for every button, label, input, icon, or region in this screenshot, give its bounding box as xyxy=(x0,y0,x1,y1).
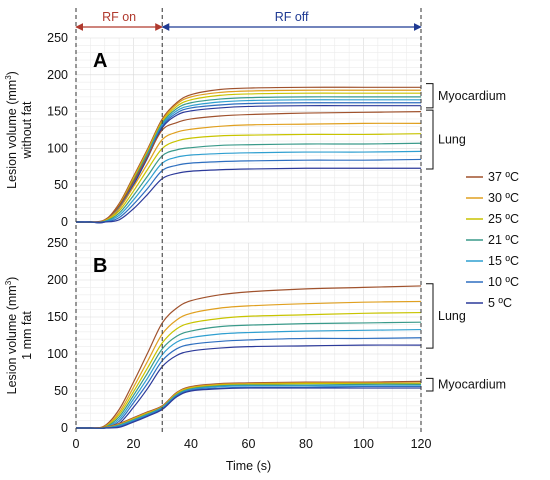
panel-b-y-axis-sublabel: 1 mm fat xyxy=(20,311,34,360)
group-bracket xyxy=(426,109,434,170)
panel-b: 0 50 100 150 200 250 Lung Myocardium B Lesion … xyxy=(4,236,506,435)
panel-a-y-axis-sublabel: without fat xyxy=(20,101,34,160)
panel-a-series xyxy=(75,86,422,224)
y-tick-label: 100 xyxy=(47,141,68,155)
y-tick-label: 200 xyxy=(47,273,68,287)
y-tick-label: 150 xyxy=(47,105,68,119)
x-tick-label: 80 xyxy=(299,437,313,451)
panel-b-axes: 0 50 100 150 200 250 xyxy=(47,236,68,435)
panel-a-y-axis-label: Lesion volume (mm3) xyxy=(4,71,19,189)
x-tick-label: 0 xyxy=(73,437,80,451)
legend-label: 25 ºC xyxy=(488,212,519,226)
series-line-lung-37c xyxy=(75,285,422,429)
panel-a-brackets: Myocardium Lung xyxy=(426,83,506,170)
legend-label: 15 ºC xyxy=(488,254,519,268)
group-bracket xyxy=(426,283,434,349)
phase-dividers xyxy=(75,8,422,435)
x-tick-label: 20 xyxy=(127,437,141,451)
series-line-lung-5c xyxy=(76,167,421,223)
y-tick-label: 200 xyxy=(47,68,68,82)
x-axis-label: Time (s) xyxy=(226,459,271,473)
y-tick-label: 50 xyxy=(54,178,68,192)
panel-a-axes: 0 50 100 150 200 250 xyxy=(47,31,68,229)
panel-b-grid xyxy=(75,242,422,429)
panel-b-y-axis-label: Lesion volume (mm3) xyxy=(4,277,19,395)
panel-a: 0 50 100 150 200 250 Myocardium Lung A Lesion … xyxy=(4,31,506,229)
group-label-lung: Lung xyxy=(438,309,466,323)
y-tick-label: 0 xyxy=(61,215,68,229)
rf-on-label: RF on xyxy=(102,10,136,24)
series-line-lung-37c xyxy=(75,111,422,223)
phase-header: RF on RF off xyxy=(75,10,422,31)
series-line-myocardium-5c xyxy=(76,387,421,429)
y-tick-label: 250 xyxy=(47,31,68,45)
y-tick-label: 250 xyxy=(47,236,68,250)
legend-label: 37 ºC xyxy=(488,170,519,184)
group-bracket xyxy=(426,83,434,109)
panel-b-brackets: Lung Myocardium xyxy=(426,283,506,392)
x-tick-label: 100 xyxy=(353,437,374,451)
panel-a-grid xyxy=(75,37,422,223)
x-axis-ticks: 0 20 40 60 80 100 120 xyxy=(73,437,432,451)
x-tick-label: 60 xyxy=(242,437,256,451)
panel-b-series xyxy=(75,285,422,430)
y-tick-label: 0 xyxy=(61,421,68,435)
legend-label: 5 ºC xyxy=(488,296,512,310)
legend: 37 ºC 30 ºC 25 ºC 21 ºC 15 ºC 10 ºC 5 ºC xyxy=(466,170,519,310)
legend-label: 30 ºC xyxy=(488,191,519,205)
group-label-myocardium: Myocardium xyxy=(438,89,506,103)
y-tick-label: 150 xyxy=(47,310,68,324)
group-label-lung: Lung xyxy=(438,133,466,147)
panel-a-letter: A xyxy=(93,50,107,72)
panel-b-letter: B xyxy=(93,255,107,277)
y-tick-label: 100 xyxy=(47,347,68,361)
legend-label: 10 ºC xyxy=(488,275,519,289)
rf-off-label: RF off xyxy=(275,10,309,24)
group-label-myocardium: Myocardium xyxy=(438,378,506,392)
x-tick-label: 40 xyxy=(184,437,198,451)
x-tick-label: 120 xyxy=(411,437,432,451)
legend-label: 21 ºC xyxy=(488,233,519,247)
group-bracket xyxy=(426,377,434,392)
y-tick-label: 50 xyxy=(54,384,68,398)
